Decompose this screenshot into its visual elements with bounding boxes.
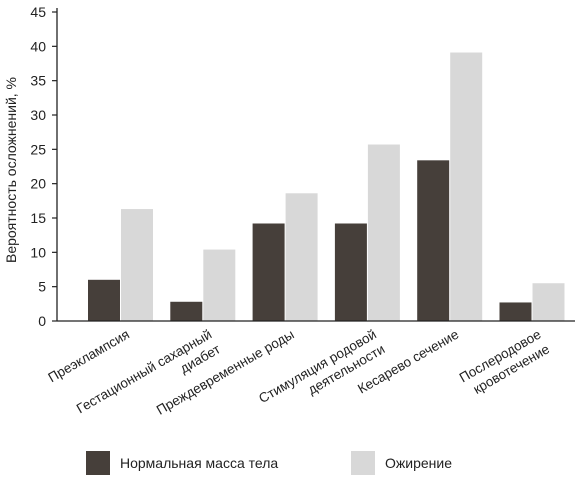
y-tick-label: 5: [38, 279, 46, 295]
y-tick-label: 40: [30, 38, 46, 54]
bar-normal-0: [88, 279, 120, 321]
x-category-label-line: Гестационный сахарный: [74, 327, 214, 417]
bar-obesity-4: [450, 52, 483, 321]
y-tick-label: 10: [30, 244, 46, 260]
y-axis: 0 5 10 15 20 25 30 35 40 45: [30, 4, 58, 329]
bar-normal-2: [252, 223, 285, 321]
legend-label: Нормальная масса тела: [120, 455, 278, 471]
y-tick-label: 45: [30, 4, 46, 20]
y-tick-label: 35: [30, 73, 46, 89]
y-axis-title: Вероятность осложнений, %: [3, 77, 19, 263]
bar-obesity-5: [532, 283, 565, 321]
y-tick-label: 0: [38, 313, 46, 329]
bar-obesity-2: [285, 193, 318, 321]
bar-obesity-3: [367, 144, 400, 321]
bar-normal-3: [334, 223, 367, 321]
bar-normal-5: [499, 302, 532, 321]
legend-swatch: [351, 451, 375, 475]
legend-label: Ожирение: [385, 455, 452, 471]
legend-swatch: [86, 451, 110, 475]
y-tick-label: 30: [30, 107, 46, 123]
bars-group: [88, 52, 565, 321]
bar-normal-4: [417, 160, 450, 321]
bar-normal-1: [170, 301, 203, 321]
x-category-label-line: Преждевременные роды: [154, 327, 297, 418]
bar-obesity-0: [121, 209, 153, 321]
legend: Нормальная масса тела Ожирение: [86, 451, 452, 475]
x-category-label: Послеродовоекровотечение: [457, 327, 552, 400]
bar-obesity-1: [203, 249, 236, 321]
y-tick-label: 15: [30, 210, 46, 226]
x-category-label: Преждевременные роды: [154, 327, 297, 418]
y-tick-label: 25: [30, 141, 46, 157]
y-tick-label: 20: [30, 176, 46, 192]
